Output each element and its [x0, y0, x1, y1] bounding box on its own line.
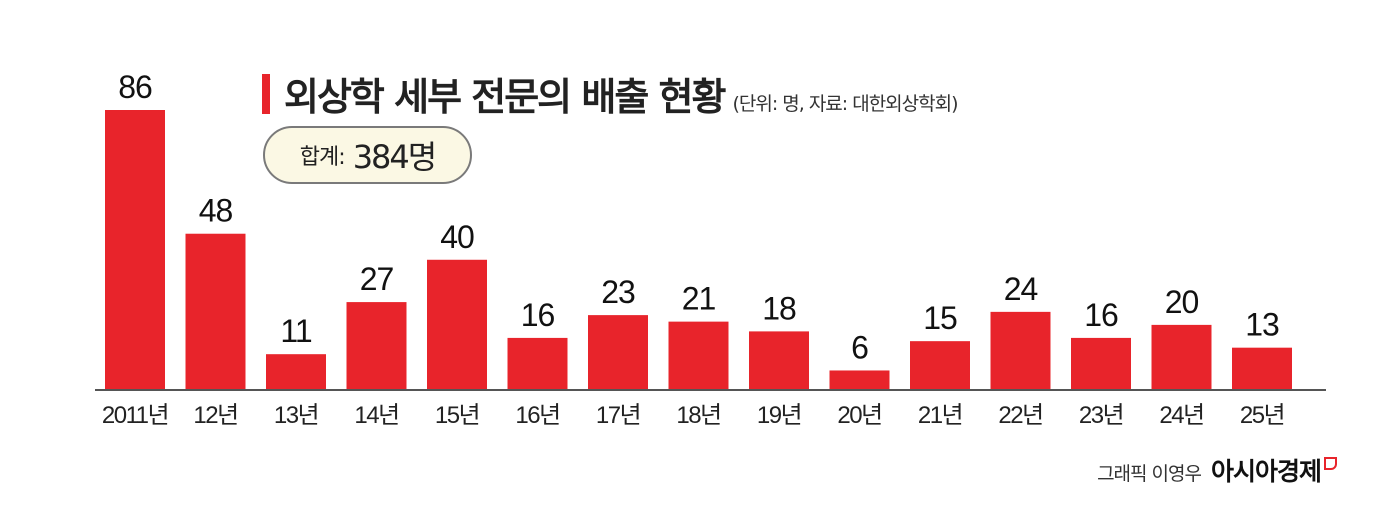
chart-title: 외상학 세부 전문의 배출 현황 (단위: 명, 자료: 대한외상학회) — [262, 66, 959, 121]
value-label-11: 24 — [1004, 271, 1038, 307]
value-label-1: 48 — [199, 193, 233, 229]
category-label-12: 23년 — [1079, 402, 1123, 429]
publisher-logo: 아시아경제 — [1210, 457, 1322, 486]
value-label-2: 11 — [280, 313, 311, 349]
bar-2 — [266, 354, 326, 390]
value-label-3: 27 — [360, 261, 394, 297]
category-label-1: 12년 — [193, 402, 237, 429]
category-label-8: 19년 — [757, 402, 801, 429]
value-label-4: 40 — [440, 219, 474, 255]
value-label-8: 18 — [762, 290, 796, 326]
total-value: 384명 — [352, 138, 438, 176]
value-label-7: 21 — [682, 281, 716, 317]
value-label-9: 6 — [851, 329, 868, 365]
bar-12 — [1071, 337, 1131, 390]
category-label-14: 25년 — [1240, 402, 1284, 429]
bar-0 — [105, 110, 165, 390]
category-label-4: 15년 — [435, 402, 479, 429]
bar-5 — [507, 337, 568, 390]
bar-7 — [668, 321, 729, 390]
value-label-14: 13 — [1245, 307, 1279, 343]
bar-10 — [910, 341, 970, 390]
category-label-13: 24년 — [1159, 402, 1203, 429]
value-label-0: 86 — [118, 69, 152, 105]
bar-8 — [749, 331, 809, 390]
bar-9 — [829, 370, 890, 390]
bar-6 — [588, 315, 648, 390]
bar-1 — [185, 233, 246, 390]
total-badge: 합계: 384명 — [263, 126, 472, 184]
value-label-5: 16 — [521, 297, 555, 333]
category-label-10: 21년 — [918, 402, 962, 429]
category-label-0: 2011년 — [102, 402, 168, 429]
category-label-2: 13년 — [274, 402, 318, 429]
subtitle-text: (단위: 명, 자료: 대한외상학회) — [732, 93, 958, 115]
bar-13 — [1151, 324, 1212, 390]
title-accent-bar — [262, 73, 270, 114]
category-label-5: 16년 — [515, 402, 559, 429]
category-label-9: 20년 — [837, 402, 881, 429]
category-label-6: 17년 — [596, 402, 640, 429]
bar-14 — [1232, 347, 1292, 390]
value-label-12: 16 — [1084, 297, 1118, 333]
bar-4 — [427, 259, 487, 390]
logo-mark-icon — [1324, 457, 1337, 470]
category-label-3: 14년 — [354, 402, 398, 429]
category-label-7: 18년 — [676, 402, 720, 429]
credit: 그래픽 이영우 아시아경제 — [1097, 452, 1337, 488]
category-label-11: 22년 — [998, 402, 1042, 429]
value-label-10: 15 — [923, 300, 957, 336]
value-label-6: 23 — [601, 274, 635, 310]
total-label: 합계: — [299, 145, 346, 170]
title-text: 외상학 세부 전문의 배출 현황 — [284, 75, 726, 119]
bar-3 — [346, 302, 407, 390]
bar-11 — [990, 311, 1051, 390]
value-label-13: 20 — [1165, 284, 1199, 320]
credit-text: 그래픽 이영우 — [1097, 463, 1202, 485]
